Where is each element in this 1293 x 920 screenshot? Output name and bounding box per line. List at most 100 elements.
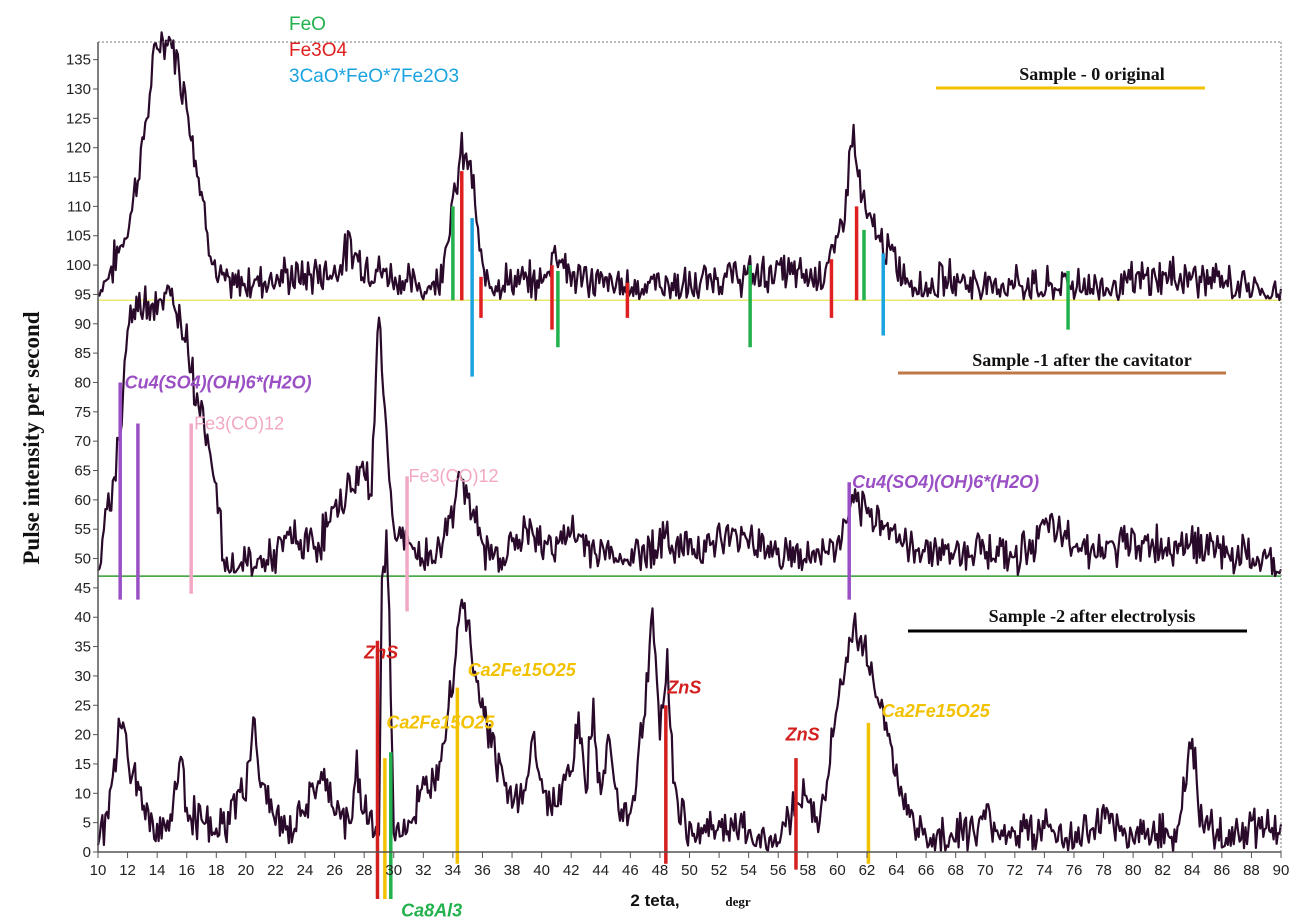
trace-sample-2: [96, 529, 1283, 853]
legend-entry-2: 3CaO*FeO*7Fe2O3: [289, 66, 459, 87]
y-tick-label-75: 75: [74, 404, 91, 421]
y-tick-label-20: 20: [74, 727, 91, 744]
x-axis-unit: degr: [725, 894, 751, 909]
phase-annotation-2-5: ZnS: [785, 724, 820, 744]
y-tick-label-90: 90: [74, 316, 91, 333]
phase-legend: FeO Fe3O4 3CaO*FeO*7Fe2O3: [289, 14, 459, 87]
x-tick-label-14: 14: [149, 862, 166, 879]
x-tick-label-38: 38: [504, 862, 521, 879]
y-tick-label-0: 0: [83, 844, 91, 861]
x-tick-label-76: 76: [1066, 862, 1083, 879]
x-tick-label-86: 86: [1214, 862, 1231, 879]
x-tick-label-28: 28: [356, 862, 373, 879]
x-tick-label-16: 16: [178, 862, 195, 879]
x-tick-label-70: 70: [977, 862, 994, 879]
x-tick-label-74: 74: [1036, 862, 1053, 879]
y-tick-label-70: 70: [74, 433, 91, 450]
phase-annotation-1-2: Fe3(CO)12: [409, 466, 499, 486]
y-tick-label-30: 30: [74, 668, 91, 685]
x-tick-label-48: 48: [652, 862, 669, 879]
y-tick-label-110: 110: [67, 198, 91, 215]
x-tick-label-24: 24: [297, 862, 314, 879]
phase-annotation-2-2: Ca2Fe15O25: [386, 713, 495, 733]
x-tick-label-34: 34: [445, 862, 462, 879]
x-tick-label-88: 88: [1243, 862, 1260, 879]
x-tick-label-68: 68: [947, 862, 964, 879]
phase-annotation-1-3: Cu4(SO4)(OH)6*(H2O): [852, 472, 1039, 492]
x-tick-label-42: 42: [563, 862, 580, 879]
sample-labels: Sample - 0 original Sample -1 after the c…: [898, 64, 1247, 633]
sample-label-0: Sample - 0 original: [1019, 64, 1165, 84]
x-tick-label-44: 44: [592, 862, 609, 879]
x-tick-label-62: 62: [859, 862, 876, 879]
y-tick-label-80: 80: [74, 374, 91, 391]
y-tick-label-65: 65: [74, 463, 91, 480]
trace-sample-0: [97, 31, 1283, 302]
x-tick-label-84: 84: [1184, 862, 1201, 879]
x-tick-label-32: 32: [415, 862, 432, 879]
sample-label-2: Sample -2 after electrolysis: [989, 606, 1196, 626]
x-tick-label-46: 46: [622, 862, 639, 879]
y-tick-label-100: 100: [66, 257, 91, 274]
y-tick-label-85: 85: [74, 345, 91, 362]
x-tick-label-18: 18: [208, 862, 225, 879]
sample-label-1: Sample -1 after the cavitator: [972, 350, 1192, 370]
x-tick-label-40: 40: [533, 862, 550, 879]
x-tick-label-60: 60: [829, 862, 846, 879]
y-tick-label-10: 10: [74, 785, 91, 802]
y-tick-label-15: 15: [74, 756, 91, 773]
x-tick-label-36: 36: [474, 862, 491, 879]
x-tick-label-58: 58: [799, 862, 816, 879]
x-tick-label-12: 12: [119, 862, 136, 879]
x-tick-label-78: 78: [1095, 862, 1112, 879]
x-tick-label-22: 22: [267, 862, 284, 879]
x-tick-label-80: 80: [1125, 862, 1142, 879]
x-tick-label-50: 50: [681, 862, 698, 879]
x-tick-label-90: 90: [1273, 862, 1290, 879]
x-tick-label-64: 64: [888, 862, 905, 879]
y-tick-label-50: 50: [74, 551, 91, 568]
phase-annotation-2-4: ZnS: [666, 678, 701, 698]
y-tick-label-45: 45: [74, 580, 91, 597]
y-tick-label-55: 55: [74, 521, 91, 538]
phase-annotation-1-0: Cu4(SO4)(OH)6*(H2O): [125, 372, 312, 392]
y-tick-label-130: 130: [66, 81, 91, 98]
x-tick-label-72: 72: [1006, 862, 1023, 879]
y-tick-label-135: 135: [66, 52, 91, 69]
sample-baselines: [98, 299, 1281, 577]
y-axis-label: Pulse intensity per second: [19, 311, 44, 565]
phase-annotation-2-1: Ca2Fe15O25: [468, 660, 577, 680]
x-axis-label: 2 teta,: [630, 891, 679, 910]
y-tick-label-95: 95: [74, 286, 91, 303]
phase-annotation-2-3: Ca8Al3: [401, 901, 462, 920]
x-tick-label-52: 52: [711, 862, 728, 879]
x-axis: 10 12 14 16 18 20 22 24 26 28 30 32 34 36 38 40 42 44 46 48…: [90, 852, 1290, 879]
y-tick-label-5: 5: [83, 815, 91, 832]
y-tick-label-25: 25: [74, 697, 91, 714]
phase-annotation-1-1: Fe3(CO)12: [194, 413, 284, 433]
x-tick-label-54: 54: [740, 862, 757, 879]
legend-entry-1: Fe3O4: [289, 40, 348, 61]
y-axis: 0 5 10 15 20 25 30 35 40 45 50 55 60 65 70 75 80 85 90 95 10…: [66, 52, 98, 861]
legend-entry-0: FeO: [289, 14, 326, 35]
y-tick-label-120: 120: [66, 140, 91, 157]
x-tick-label-56: 56: [770, 862, 787, 879]
y-tick-label-40: 40: [74, 609, 91, 626]
x-tick-label-10: 10: [90, 862, 107, 879]
phase-annotation-2-6: Ca2Fe15O25: [882, 701, 991, 721]
y-tick-label-115: 115: [67, 169, 91, 186]
phase-annotation-2-0: ZnS: [363, 642, 398, 662]
x-tick-label-30: 30: [385, 862, 402, 879]
x-tick-label-26: 26: [326, 862, 343, 879]
x-tick-label-20: 20: [238, 862, 255, 879]
phase-markers: [118, 171, 1070, 899]
sample-traces: [96, 31, 1283, 853]
y-tick-label-105: 105: [66, 228, 91, 245]
x-tick-label-82: 82: [1154, 862, 1171, 879]
y-tick-label-60: 60: [74, 492, 91, 509]
y-tick-label-125: 125: [66, 110, 91, 127]
x-tick-label-66: 66: [918, 862, 935, 879]
phase-annotations: Cu4(SO4)(OH)6*(H2O) Fe3(CO)12 Fe3(CO)12 Cu4…: [125, 372, 1040, 920]
